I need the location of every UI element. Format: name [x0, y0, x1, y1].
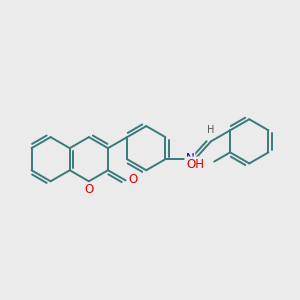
Text: H: H	[207, 125, 214, 135]
Text: N: N	[185, 152, 194, 165]
Text: O: O	[85, 183, 94, 196]
Text: O: O	[128, 172, 137, 186]
Text: OH: OH	[186, 158, 204, 170]
